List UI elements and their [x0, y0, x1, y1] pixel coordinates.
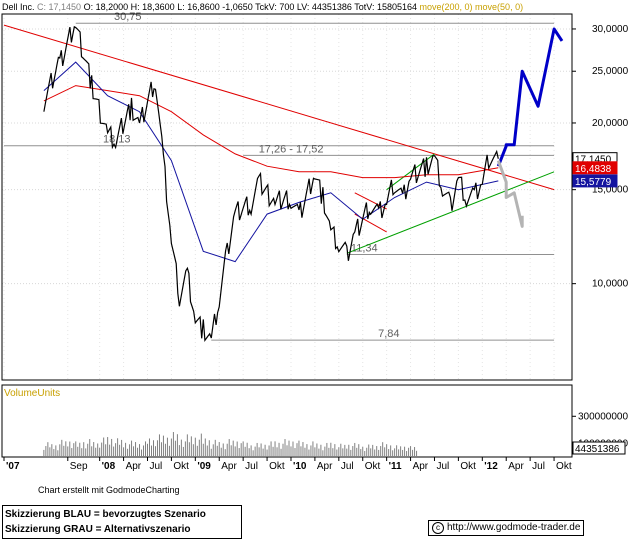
moving-averages [43, 61, 499, 263]
level-label: 7,84 [378, 328, 399, 340]
x-tick-label: Apr [508, 461, 524, 472]
volume-y-tick-label: 300000000 [578, 411, 628, 422]
x-tick-label: Apr [221, 461, 237, 472]
change-value: -1,0650 [222, 2, 253, 12]
scenario-gray-path [496, 160, 524, 228]
x-tick-label: Okt [556, 461, 572, 472]
volume-panel: VolumeUnits30000000010000000044351386 [4, 388, 628, 457]
y-tick-label: 10,0000 [592, 279, 629, 290]
grid [2, 14, 572, 380]
ma200-legend: move(200, 0) [419, 2, 473, 12]
ma200-line [43, 85, 499, 179]
price-label: 17,1450 [575, 155, 612, 166]
volume-last-label: 44351386 [575, 444, 620, 455]
tick-volume: TckV: 700 [255, 2, 295, 12]
x-tick-label: Okt [173, 461, 189, 472]
y-tick-label: 15,0000 [592, 185, 629, 196]
x-tick-label: Jul [341, 461, 354, 472]
source-url[interactable]: http://www.godmode-trader.de [447, 522, 581, 533]
price-label: 16,4838 [575, 164, 612, 175]
x-tick-label: Sep [70, 461, 88, 472]
x-tick-label: '09 [197, 461, 211, 472]
scenario-sketches [496, 27, 564, 228]
y-tick-label: 25,0000 [592, 66, 629, 77]
x-tick-label: '11 [389, 461, 402, 472]
trend-line-support [346, 171, 555, 254]
x-tick-label: Apr [126, 461, 142, 472]
total-volume: TotV: 15805164 [354, 2, 417, 12]
trend-lines [3, 24, 555, 254]
ma50-legend: move(50, 0) [475, 2, 524, 12]
x-tick-label: '07 [6, 461, 20, 472]
legend-blue: Skizzierung BLAU = bevorzugtes Szenario [5, 509, 206, 520]
x-tick-label: Okt [460, 461, 476, 472]
quote-header: Dell Inc. C: 17,1450 O: 18,2000 H: 18,36… [2, 1, 634, 13]
level-label: 17,26 - 17,52 [259, 143, 324, 155]
volume-title: VolumeUnits [4, 388, 60, 399]
x-tick-label: Jul [532, 461, 545, 472]
x-tick-label: '12 [484, 461, 498, 472]
x-tick-label: '08 [102, 461, 116, 472]
source-link[interactable]: c http://www.godmode-trader.de [428, 520, 585, 536]
price-panel-frame [1, 13, 573, 381]
x-tick-label: '10 [293, 461, 307, 472]
low-value: L: 16,8600 [177, 2, 220, 12]
trend-line-downtrend [3, 24, 555, 191]
y-tick-label: 30,0000 [592, 24, 629, 35]
chart-credit: Chart erstellt mit GodmodeCharting [38, 485, 180, 495]
level-label: 11,34 [351, 243, 378, 255]
x-tick-label: Jul [436, 461, 449, 472]
y-tick-label: 20,0000 [592, 118, 629, 129]
level-label: 30,75 [114, 11, 142, 23]
x-tick-label: Okt [269, 461, 285, 472]
scenario-blue-path [496, 27, 564, 167]
last-volume: LV: 44351386 [296, 2, 352, 12]
high-value: H: 18,3600 [130, 2, 175, 12]
volume-last-box [572, 441, 626, 455]
x-tick-label: Jul [245, 461, 258, 472]
close-value: C: 17,1450 [37, 2, 82, 12]
x-tick-label: Apr [413, 461, 429, 472]
legend-gray: Skizzierung GRAU = Alternativszenario [5, 524, 191, 535]
price-label-box [572, 161, 618, 175]
price-line [43, 25, 499, 342]
price-label: 15,5779 [575, 177, 612, 188]
scenario-legend: Skizzierung BLAU = bevorzugtes Szenario … [2, 505, 242, 539]
ticker-name: Dell Inc. [2, 2, 35, 12]
x-tick-label: Okt [365, 461, 381, 472]
price-label-box [572, 174, 618, 188]
x-tick-label: Apr [317, 461, 333, 472]
x-tick-label: Jul [149, 461, 162, 472]
open-value: O: 18,2000 [83, 2, 129, 12]
axes: 30,0000 25,0000 20,0000 15,0000 10,0000 '07 Se… [1, 13, 629, 472]
price-series [43, 25, 499, 342]
copyright-icon: c [432, 522, 444, 534]
ma50-line [43, 61, 499, 263]
